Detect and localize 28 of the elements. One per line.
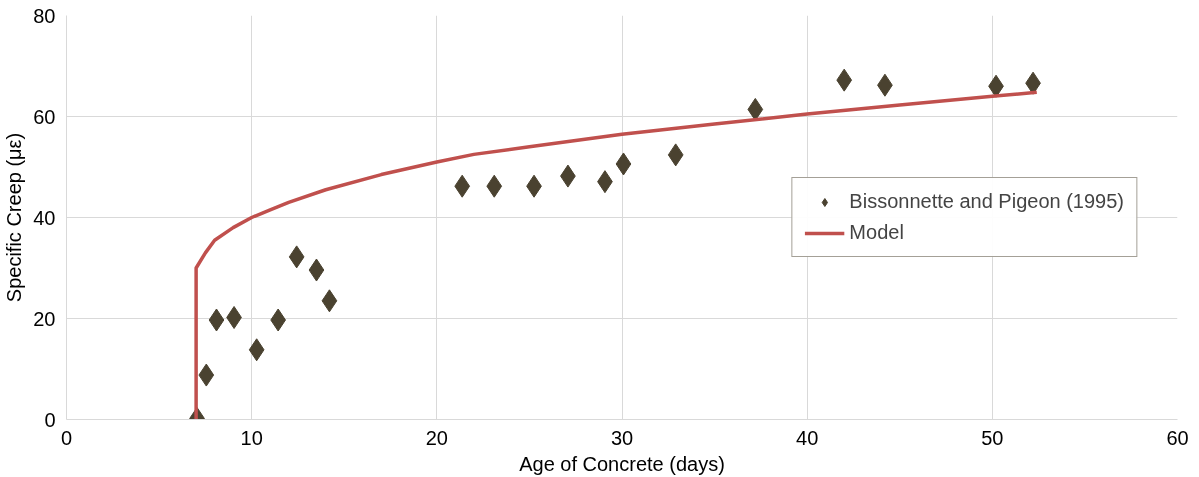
point	[454, 174, 471, 198]
y-tick-label: 80	[33, 4, 56, 27]
point	[288, 245, 305, 269]
x-tick-label: 10	[240, 426, 263, 449]
x-tick-label: 60	[1166, 426, 1189, 449]
x-axis-title: Age of Concrete (days)	[519, 452, 725, 475]
y-axis-title: Specific Creep (με)	[3, 132, 26, 303]
x-tick-label: 0	[60, 426, 73, 449]
x-tick-label: 20	[425, 426, 448, 449]
point	[747, 97, 764, 121]
point	[486, 174, 503, 198]
y-tick-label: 20	[33, 307, 56, 330]
x-tick-label: 50	[981, 426, 1004, 449]
legend-label: Bissonnette and Pigeon (1995)	[849, 190, 1124, 213]
point	[321, 289, 338, 313]
point	[615, 152, 632, 176]
point	[208, 308, 225, 332]
x-tick-label: 30	[610, 426, 634, 449]
legend-label: Model	[849, 221, 904, 244]
point	[248, 338, 265, 362]
y-tick-label: 0	[44, 408, 56, 431]
x-tick-label: 40	[796, 426, 819, 449]
point	[667, 143, 684, 167]
point	[308, 258, 325, 282]
y-tick-label: 40	[33, 206, 56, 229]
point	[198, 363, 215, 387]
y-tick-label: 60	[33, 105, 56, 128]
point	[836, 68, 853, 92]
